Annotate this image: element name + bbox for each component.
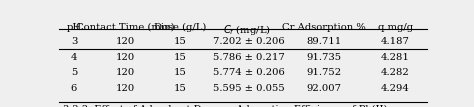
Text: q mg/g: q mg/g <box>378 23 413 32</box>
Text: 5: 5 <box>71 68 77 77</box>
Text: 3.2.3. Effect of Adsorbent Dose on Adsorption Efficiency of Pb(II): 3.2.3. Effect of Adsorbent Dose on Adsor… <box>63 105 387 107</box>
Text: 15: 15 <box>174 53 187 62</box>
Text: 15: 15 <box>174 68 187 77</box>
Text: 6: 6 <box>71 84 77 93</box>
Text: Contact Time (min): Contact Time (min) <box>76 23 175 32</box>
Text: 4.282: 4.282 <box>381 68 410 77</box>
Text: 120: 120 <box>116 68 135 77</box>
Text: 5.595 ± 0.055: 5.595 ± 0.055 <box>212 84 284 93</box>
Text: 4.294: 4.294 <box>381 84 410 93</box>
Text: 4: 4 <box>71 53 77 62</box>
Text: 15: 15 <box>174 84 187 93</box>
Text: Dose (g/L): Dose (g/L) <box>155 23 207 32</box>
Text: pH: pH <box>66 23 82 32</box>
Text: 7.202 ± 0.206: 7.202 ± 0.206 <box>213 37 284 46</box>
Text: 120: 120 <box>116 84 135 93</box>
Text: 89.711: 89.711 <box>306 37 341 46</box>
Text: $C_f$ (mg/L): $C_f$ (mg/L) <box>223 23 271 37</box>
Text: 4.187: 4.187 <box>381 37 410 46</box>
Text: 15: 15 <box>174 37 187 46</box>
Text: 92.007: 92.007 <box>306 84 341 93</box>
Text: 5.786 ± 0.217: 5.786 ± 0.217 <box>212 53 284 62</box>
Text: 3: 3 <box>71 37 77 46</box>
Text: 91.735: 91.735 <box>306 53 341 62</box>
Text: Cr Adsorption %: Cr Adsorption % <box>282 23 365 32</box>
Text: 5.774 ± 0.206: 5.774 ± 0.206 <box>212 68 284 77</box>
Text: 120: 120 <box>116 37 135 46</box>
Text: 120: 120 <box>116 53 135 62</box>
Text: 4.281: 4.281 <box>381 53 410 62</box>
Text: 91.752: 91.752 <box>306 68 341 77</box>
